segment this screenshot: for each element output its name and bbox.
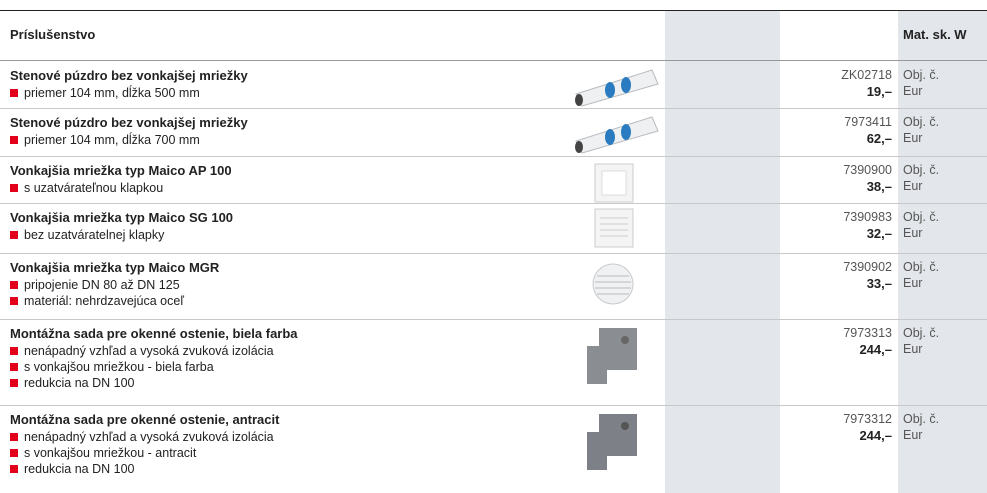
price-label: Eur [903,226,923,240]
bullet-marker [10,89,18,97]
bullet-marker [10,379,18,387]
bullet-text: s vonkajšou mriežkou - biela farba [24,360,214,374]
product-image [594,163,634,203]
bullet-text: pripojenie DN 80 až DN 125 [24,278,180,292]
order-code: 7390902 [843,260,892,274]
price: 62,– [866,131,892,146]
code-label: Obj. č. [903,210,940,224]
bullet-marker [10,281,18,289]
price: 33,– [866,276,892,291]
bullet-marker [10,363,18,371]
order-code: ZK02718 [841,68,892,82]
row-title: Montážna sada pre okenné ostenie, biela … [10,326,298,341]
bullet-marker [10,347,18,355]
price: 19,– [866,84,892,99]
order-code: 7973312 [843,412,892,426]
row-separator [0,253,987,254]
product-image [587,414,637,470]
code-label: Obj. č. [903,115,940,129]
row-title: Stenové púzdro bez vonkajšej mriežky [10,68,248,83]
row-separator [0,405,987,406]
price-label: Eur [903,131,923,145]
bullet-marker [10,433,18,441]
bullet-text: s vonkajšou mriežkou - antracit [24,446,197,460]
code-label: Obj. č. [903,68,940,82]
bullet-text: redukcia na DN 100 [24,376,135,390]
price-label: Eur [903,276,923,290]
bullet-text: materiál: nehrdzavejúca oceľ [24,294,184,308]
price-label: Eur [903,428,923,442]
bullet-marker [10,465,18,473]
column-band [898,10,987,493]
order-code: 7390983 [843,210,892,224]
order-code: 7973313 [843,326,892,340]
bullet-text: priemer 104 mm, dĺžka 700 mm [24,133,200,147]
code-label: Obj. č. [903,412,940,426]
product-image [575,69,659,107]
row-separator [0,203,987,204]
bullet-text: nenápadný vzhľad a vysoká zvuková izolác… [24,430,274,444]
code-label: Obj. č. [903,260,940,274]
row-title: Stenové púzdro bez vonkajšej mriežky [10,115,248,130]
order-code: 7390900 [843,163,892,177]
row-separator [0,319,987,320]
bullet-marker [10,449,18,457]
price: 32,– [866,226,892,241]
price-label: Eur [903,84,923,98]
product-image [594,208,634,248]
header-title: Príslušenstvo [10,27,96,42]
code-label: Obj. č. [903,326,940,340]
code-label: Obj. č. [903,163,940,177]
row-title: Vonkajšia mriežka typ Maico SG 100 [10,210,234,225]
product-image [587,328,637,384]
order-code: 7973411 [844,115,892,129]
price-label: Eur [903,179,923,193]
bullet-text: nenápadný vzhľad a vysoká zvuková izolác… [24,344,274,358]
price-label: Eur [903,342,923,356]
row-title: Montážna sada pre okenné ostenie, antrac… [10,412,280,427]
bullet-marker [10,184,18,192]
bullet-text: redukcia na DN 100 [24,462,135,476]
bullet-text: priemer 104 mm, dĺžka 500 mm [24,86,200,100]
price: 38,– [866,179,892,194]
row-separator [0,156,987,157]
product-image [592,263,634,305]
bullet-text: bez uzatváratelnej klapky [24,228,165,242]
bullet-marker [10,231,18,239]
header-rule [0,60,987,61]
bullet-text: s uzatvárateľnou klapkou [24,181,164,195]
bullet-marker [10,297,18,305]
header-column: Mat. sk. W [903,27,967,42]
row-title: Vonkajšia mriežka typ Maico AP 100 [10,163,232,178]
column-band [665,10,780,493]
row-title: Vonkajšia mriežka typ Maico MGR [10,260,220,275]
price: 244,– [859,342,892,357]
bullet-marker [10,136,18,144]
row-separator [0,108,987,109]
price: 244,– [859,428,892,443]
top-rule [0,10,987,11]
product-image [575,116,659,154]
